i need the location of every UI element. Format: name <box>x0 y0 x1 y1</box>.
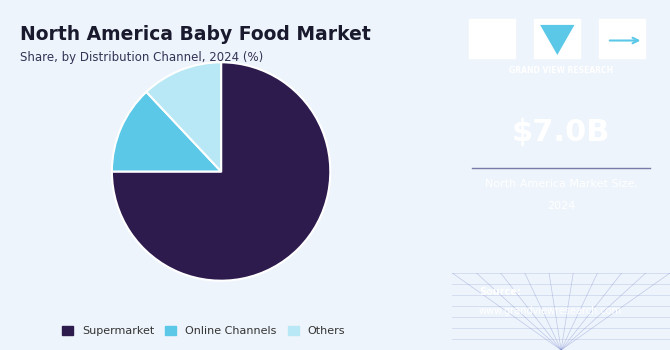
Wedge shape <box>112 92 221 172</box>
Text: GRAND VIEW RESEARCH: GRAND VIEW RESEARCH <box>509 66 613 75</box>
Text: $7.0B: $7.0B <box>512 119 610 147</box>
FancyBboxPatch shape <box>470 19 515 58</box>
Text: North America Baby Food Market: North America Baby Food Market <box>20 25 371 43</box>
FancyBboxPatch shape <box>600 19 645 58</box>
Text: Share, by Distribution Channel, 2024 (%): Share, by Distribution Channel, 2024 (%) <box>20 51 263 64</box>
Wedge shape <box>146 62 221 172</box>
Text: North America Market Size,: North America Market Size, <box>484 178 638 189</box>
Wedge shape <box>112 62 330 281</box>
Text: 2024: 2024 <box>547 201 576 211</box>
Polygon shape <box>540 25 574 55</box>
Legend: Supermarket, Online Channels, Others: Supermarket, Online Channels, Others <box>58 322 350 341</box>
Text: Source:: Source: <box>479 287 521 297</box>
FancyBboxPatch shape <box>535 19 580 58</box>
Text: www.grandviewresearch.com: www.grandviewresearch.com <box>479 306 622 316</box>
